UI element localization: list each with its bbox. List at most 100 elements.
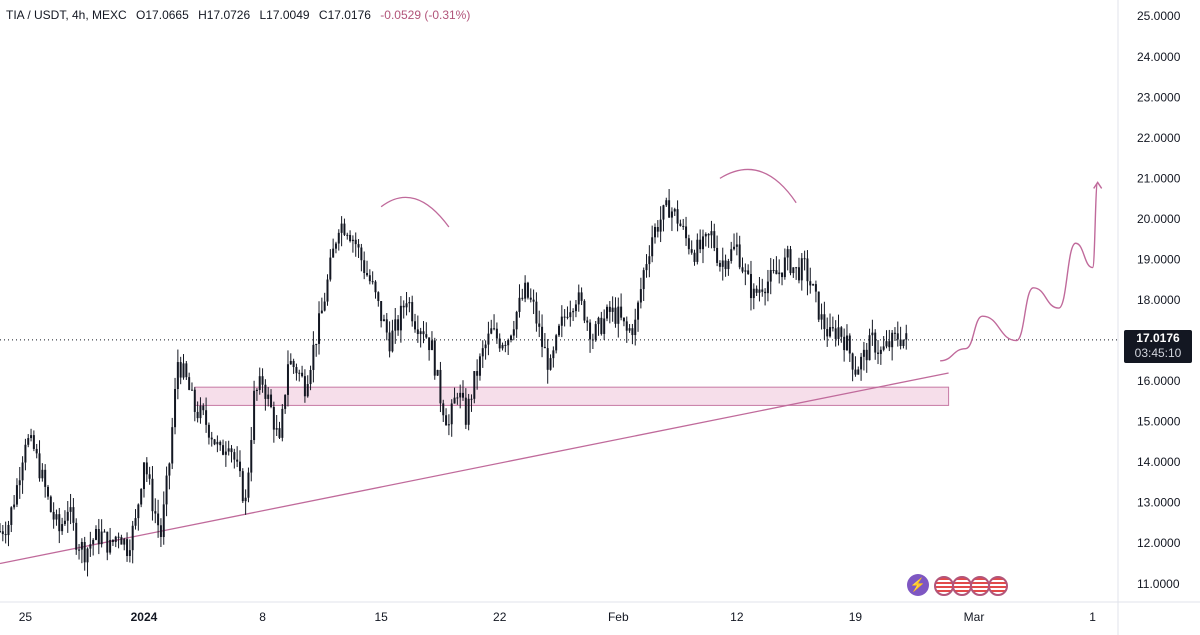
candle-body (323, 301, 326, 311)
candle-body (366, 273, 369, 276)
candle-body (809, 281, 812, 286)
candle-body (349, 234, 352, 242)
candle-body (230, 448, 233, 453)
candle-body (405, 303, 408, 308)
candle-body (673, 209, 676, 212)
last-price-badge: 17.0176 03:45:10 (1124, 330, 1192, 363)
candle-body (151, 478, 154, 512)
candle-body (789, 249, 792, 274)
candle-body (605, 306, 608, 319)
candle-body (284, 394, 287, 409)
candle-body (41, 469, 44, 479)
candle-body (707, 233, 710, 236)
candle-body (270, 394, 273, 408)
candle-body (543, 346, 546, 349)
candle-body (532, 299, 535, 302)
candle-body (30, 435, 33, 439)
candle-body (823, 314, 826, 330)
candle-body (442, 403, 445, 416)
candle-body (174, 389, 177, 428)
candle-body (764, 291, 767, 294)
candle-body (716, 247, 719, 263)
candle-body (727, 260, 730, 270)
candle-body (563, 316, 566, 318)
candle-body (826, 329, 829, 337)
y-tick-label: 13.0000 (1137, 496, 1181, 510)
candle-body (35, 448, 38, 454)
candle-body (298, 372, 301, 374)
candle-body (634, 319, 637, 336)
candle-body (690, 249, 693, 253)
candle-body (397, 319, 400, 331)
candle-body (735, 244, 738, 247)
candle-body (120, 537, 123, 545)
candle-body (685, 226, 688, 239)
candle-body (456, 397, 459, 399)
candle-body (145, 462, 148, 475)
candle-body (391, 330, 394, 352)
candle-body (829, 327, 832, 337)
candle-body (546, 348, 549, 370)
candle-body (247, 472, 250, 498)
candle-body (854, 369, 857, 375)
candle-body (61, 524, 64, 532)
candle-body (493, 328, 496, 330)
candle-body (749, 273, 752, 299)
candle-body (368, 275, 371, 282)
candle-body (775, 270, 778, 275)
candle-body (278, 428, 281, 438)
candle-body (286, 364, 289, 395)
candle-body (128, 550, 131, 557)
candle-body (354, 239, 357, 245)
top-arc (380, 196, 450, 228)
candle-body (97, 529, 100, 545)
candle-body (817, 291, 820, 320)
candle-body (473, 371, 476, 399)
us-flag-icon (970, 576, 990, 596)
us-flag-icon (952, 576, 972, 596)
y-tick-label: 15.0000 (1137, 415, 1181, 429)
candle-body (126, 539, 129, 557)
candle-body (408, 302, 411, 304)
x-tick-label: 2024 (131, 610, 158, 624)
candle-body (733, 246, 736, 250)
candle-body (176, 362, 179, 390)
candle-body (312, 344, 315, 370)
us-flag-icon[interactable] (934, 576, 1008, 596)
y-tick-label: 25.0000 (1137, 9, 1181, 23)
legend-change: -0.0529 (-0.31%) (380, 8, 471, 22)
candle-body (597, 317, 600, 325)
candle-body (182, 363, 185, 378)
candle-body (179, 362, 182, 378)
candle-body (806, 258, 809, 282)
candle-body (380, 301, 383, 322)
chart-legend: TIA / USDT, 4h, MEXC O17.0665 H17.0726 L… (6, 8, 476, 22)
candle-body (371, 281, 374, 283)
candle-body (253, 390, 256, 441)
candle-body (103, 531, 106, 533)
candle-body (168, 463, 171, 476)
candle-body (334, 243, 337, 249)
x-tick-label: 22 (493, 610, 507, 624)
candle-body (363, 260, 366, 274)
candle-body (425, 334, 428, 338)
candle-body (422, 331, 425, 335)
candle-body (63, 520, 66, 525)
lightning-icon[interactable]: ⚡ (907, 574, 929, 596)
candle-body (261, 376, 264, 385)
x-tick-label: Feb (608, 610, 629, 624)
candle-body (778, 272, 781, 275)
candle-body (902, 339, 905, 347)
candle-body (470, 398, 473, 400)
candle-body (552, 350, 555, 359)
candle-body (803, 258, 806, 260)
candle-body (10, 507, 13, 525)
candle-body (66, 511, 69, 521)
candle-body (693, 252, 696, 262)
candle-body (190, 389, 193, 391)
candle-body (868, 335, 871, 361)
candle-body (24, 444, 27, 463)
candle-body (188, 377, 191, 390)
